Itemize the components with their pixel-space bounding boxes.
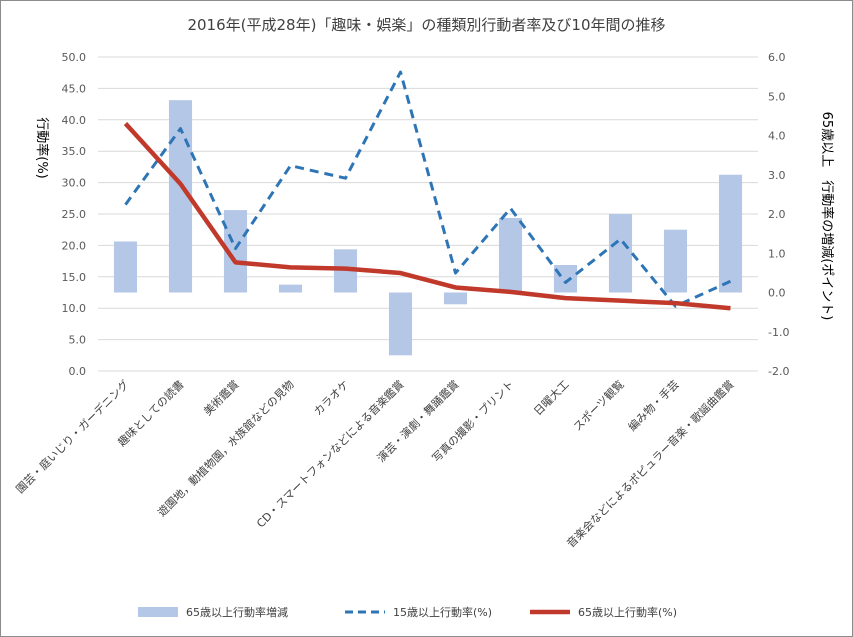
- legend-label: 15歳以上行動率(%): [393, 605, 492, 619]
- bar: [113, 241, 138, 293]
- left-tick-label: 10.0: [62, 302, 87, 315]
- chart-title: 2016年(平成28年)「趣味・娯楽」の種類別行動者率及び10年間の推移: [187, 16, 666, 34]
- left-axis-title: 行動率(%): [34, 117, 50, 179]
- category-label: 美術鑑賞: [201, 377, 242, 418]
- bar: [553, 265, 578, 293]
- right-tick-label: 1.0: [768, 247, 786, 260]
- left-tick-label: 40.0: [62, 114, 87, 127]
- line-65plus: [123, 122, 731, 311]
- legend-label: 65歳以上行動率増減: [186, 605, 288, 619]
- bar: [718, 174, 743, 293]
- bar: [278, 284, 303, 293]
- right-tick-label: -2.0: [768, 365, 789, 378]
- right-tick-label: 0.0: [768, 287, 786, 300]
- legend-swatch: [138, 607, 178, 617]
- legend: 65歳以上行動率増減 15歳以上行動率(%) 65歳以上行動率(%): [138, 605, 677, 619]
- right-tick-label: -1.0: [768, 326, 789, 339]
- bar: [663, 229, 688, 293]
- right-tick-label: 6.0: [768, 51, 786, 64]
- left-tick-label: 0.0: [69, 365, 87, 378]
- line-15plus: [124, 70, 732, 308]
- bar: [168, 100, 193, 293]
- right-tick-label: 3.0: [768, 169, 786, 182]
- left-tick-label: 45.0: [62, 82, 87, 95]
- left-tick-label: 50.0: [62, 51, 87, 64]
- bar: [333, 249, 358, 293]
- left-tick-label: 35.0: [62, 145, 87, 158]
- legend-label: 65歳以上行動率(%): [578, 605, 677, 619]
- right-axis-title: 65歳以上 行動率の増減(ポイント): [819, 112, 835, 321]
- bar: [608, 214, 633, 293]
- bar: [443, 292, 468, 305]
- left-tick-label: 30.0: [62, 177, 87, 190]
- left-axis-ticks: 0.0 5.0 10.0 15.0 20.0 25.0 30.0 35.0 40.0 45.0 50…: [62, 51, 87, 378]
- bar: [388, 292, 413, 356]
- gridlines: [98, 56, 758, 372]
- bar: [498, 217, 523, 293]
- right-tick-label: 5.0: [768, 90, 786, 103]
- left-tick-label: 5.0: [69, 334, 87, 347]
- category-label: スポーツ観覧: [570, 377, 626, 433]
- lines-series: [123, 70, 732, 311]
- right-tick-label: 4.0: [768, 130, 786, 143]
- bars-series: [113, 100, 743, 356]
- category-label: 編み物・手芸: [625, 377, 682, 434]
- category-label: 日曜大工: [531, 377, 572, 418]
- right-tick-label: 2.0: [768, 208, 786, 221]
- left-tick-label: 20.0: [62, 239, 87, 252]
- bar: [223, 210, 248, 293]
- left-tick-label: 15.0: [62, 271, 87, 284]
- left-tick-label: 25.0: [62, 208, 87, 221]
- right-axis-ticks: -2.0 -1.0 0.0 1.0 2.0 3.0 4.0 5.0 6.0: [768, 51, 789, 378]
- category-label: 園芸・庭いじり・ガーデニング: [13, 377, 132, 496]
- category-label: カラオケ: [311, 378, 351, 418]
